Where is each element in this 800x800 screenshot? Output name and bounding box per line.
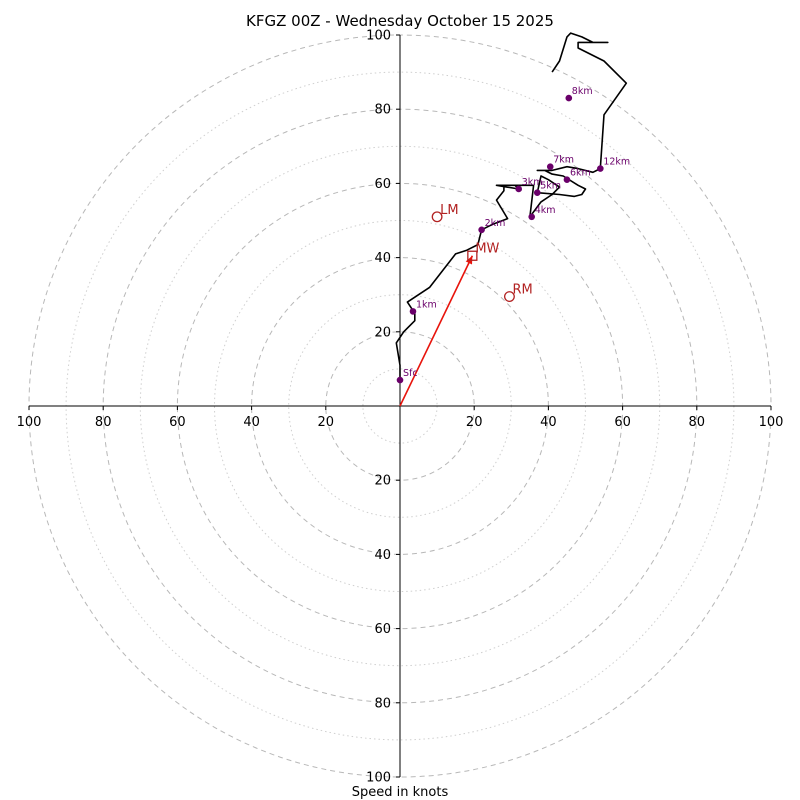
height-markers: Sfc 1km 2km 3km 4km 5km 6km 7km 8km 12km [396, 86, 630, 384]
height-label-7km: 7km [553, 155, 574, 166]
x-tick-label: 40 [540, 415, 557, 430]
height-label-12km: 12km [603, 157, 630, 168]
height-marker-7km [546, 163, 554, 171]
height-marker-5km [533, 189, 541, 196]
x-tick-label: 80 [95, 415, 112, 430]
height-label-6km: 6km [570, 168, 591, 179]
height-marker-3km [515, 185, 523, 193]
height-marker-8km [565, 94, 573, 102]
x-tick-label: 20 [318, 415, 335, 430]
storm-motion-label-MW: MW [475, 242, 499, 257]
storm-motion-label-LM: LM [440, 203, 458, 218]
y-tick-label: 20 [374, 474, 391, 489]
height-label-5km: 5km [540, 181, 561, 192]
x-tick-label: 60 [614, 415, 631, 430]
storm-motion-marker-MW [467, 250, 478, 261]
chart-title: KFGZ 00Z - Wednesday October 15 2025 [246, 12, 554, 30]
mean-wind-arrow-shaft [399, 255, 474, 407]
storm-motion-marker-RM [503, 291, 515, 303]
height-marker-Sfc [396, 376, 404, 384]
y-tick-label: 60 [374, 622, 391, 637]
y-tick-label: 20 [374, 325, 391, 340]
y-tick-label: 80 [374, 103, 391, 118]
storm-motion-markers: LM MW RM [431, 203, 533, 303]
height-marker-1km [409, 308, 417, 315]
x-tick-label: 80 [689, 415, 706, 430]
height-label-Sfc: Sfc [403, 368, 418, 379]
y-tick-label: 100 [366, 771, 391, 786]
height-marker-12km [597, 165, 604, 172]
height-label-1km: 1km [416, 299, 437, 310]
height-label-8km: 8km [572, 86, 593, 97]
y-tick-label: 40 [374, 251, 391, 266]
x-tick-label: 100 [17, 415, 42, 430]
storm-motion-label-RM: RM [512, 283, 532, 298]
height-marker-2km [478, 226, 485, 234]
height-label-4km: 4km [535, 205, 556, 216]
y-tick-label: 100 [366, 29, 391, 44]
storm-motion-marker-LM [431, 211, 443, 223]
height-label-3km: 3km [522, 177, 543, 188]
x-tick-label: 60 [169, 415, 186, 430]
x-tick-label: 100 [759, 415, 784, 430]
x-tick-label: 20 [466, 415, 483, 430]
y-tick-label: 80 [374, 696, 391, 711]
y-tick-label: 60 [374, 177, 391, 192]
height-label-2km: 2km [485, 218, 506, 229]
x-tick-label: 40 [243, 415, 260, 430]
height-marker-6km [563, 176, 571, 183]
y-tick-label: 40 [374, 548, 391, 563]
height-marker-4km [528, 213, 536, 221]
axis-ticks: 100 100 80 80 60 60 40 40 20 20 20 20 40 40 60 60 80 80 10… [17, 29, 784, 786]
x-axis-label: Speed in knots [352, 785, 449, 800]
